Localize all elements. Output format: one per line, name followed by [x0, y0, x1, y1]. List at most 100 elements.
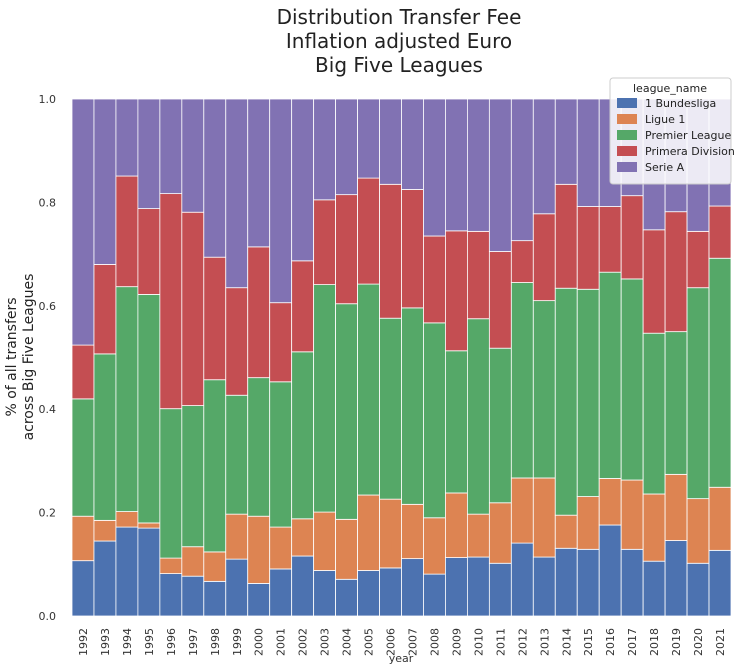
bar-serie-a-1999: [225, 98, 249, 289]
bar-primera-division-2021: [708, 205, 732, 259]
x-tick-label: 2005: [363, 628, 376, 656]
bar-premier-league-2010: [466, 318, 490, 515]
bar-premier-league-2019: [664, 331, 688, 475]
bar-1-bundesliga-2011: [488, 562, 512, 617]
x-tick-label: 1999: [231, 628, 244, 656]
bar-primera-division-2006: [379, 183, 402, 319]
bar-premier-league-2014: [554, 287, 578, 516]
bar-serie-a-2014: [554, 98, 578, 185]
bar-premier-league-2001: [269, 381, 293, 528]
y-axis-label-line-2: across Big Five Leagues: [21, 274, 37, 441]
bar-premier-league-2005: [357, 283, 380, 496]
bar-ligue-1-2013: [532, 477, 556, 558]
bar-primera-division-2009: [445, 230, 468, 352]
bar-1-bundesliga-2002: [291, 555, 315, 617]
bar-1-bundesliga-2019: [664, 540, 688, 617]
chart-title-line-2: Inflation adjusted Euro: [286, 29, 512, 53]
bar-1-bundesliga-2015: [576, 548, 600, 617]
bar-primera-division-2008: [423, 235, 446, 324]
bar-ligue-1-2004: [335, 518, 358, 580]
bar-serie-a-2001: [269, 98, 293, 304]
y-tick-label: 0.4: [39, 403, 57, 416]
bar-premier-league-2013: [532, 300, 556, 479]
legend-label-primera-division: Primera Division: [645, 145, 735, 158]
bar-premier-league-2018: [642, 332, 666, 495]
bar-ligue-1-2020: [686, 498, 710, 564]
bar-primera-division-2011: [488, 251, 512, 349]
x-tick-label: 2003: [319, 628, 332, 656]
bar-premier-league-1994: [115, 286, 139, 512]
bar-ligue-1-1999: [225, 513, 249, 560]
x-tick-label: 2018: [648, 628, 661, 656]
bar-ligue-1-1996: [159, 557, 183, 575]
bar-premier-league-2016: [598, 271, 622, 479]
bar-1-bundesliga-1993: [93, 540, 117, 617]
bar-premier-league-2009: [445, 350, 468, 494]
bar-serie-a-2003: [313, 98, 336, 201]
x-tick-label: 2006: [385, 628, 398, 656]
bar-1-bundesliga-1994: [115, 526, 139, 617]
bar-1-bundesliga-2005: [357, 570, 380, 617]
x-tick-label: 1995: [143, 628, 156, 656]
x-tick-label: 2015: [582, 628, 595, 656]
bar-ligue-1-2007: [401, 503, 424, 560]
legend-swatch-ligue-1: [617, 114, 637, 124]
y-tick-label: 0.0: [39, 610, 57, 623]
bar-premier-league-1993: [93, 353, 117, 521]
x-axis: 1992 1993 1994 1995 1996 1997 1998 1999 2000 2001…: [77, 628, 727, 656]
bar-premier-league-2021: [708, 257, 732, 488]
bar-primera-division-2015: [576, 206, 600, 290]
y-tick-label: 1.0: [39, 93, 57, 106]
chart-title-line-3: Big Five Leagues: [315, 53, 483, 77]
x-tick-label: 2000: [253, 628, 266, 656]
bar-1-bundesliga-2012: [510, 542, 534, 617]
bar-1-bundesliga-2009: [445, 557, 468, 617]
bar-serie-a-1995: [137, 98, 161, 210]
bar-primera-division-2003: [313, 199, 336, 286]
legend-label-premier-league: Premier League: [645, 129, 731, 142]
bar-ligue-1-2009: [445, 492, 468, 558]
bar-ligue-1-2002: [291, 518, 315, 557]
bar-premier-league-2020: [686, 287, 710, 500]
bar-serie-a-2004: [335, 98, 358, 196]
bar-primera-division-1997: [181, 211, 205, 406]
bar-1-bundesliga-2016: [598, 524, 622, 617]
bar-premier-league-2017: [620, 278, 644, 481]
bar-ligue-1-2008: [423, 517, 446, 575]
bar-1-bundesliga-2018: [642, 560, 666, 617]
bar-ligue-1-2018: [642, 493, 666, 562]
bar-1-bundesliga-1996: [159, 573, 183, 617]
x-axis-label: year: [389, 652, 414, 665]
y-axis-label-line-1: % of all transfers: [4, 297, 20, 416]
bar-serie-a-2010: [466, 98, 490, 232]
bar-ligue-1-1995: [137, 522, 161, 529]
x-tick-label: 1996: [165, 628, 178, 656]
bar-1-bundesliga-1995: [137, 527, 161, 617]
bar-1-bundesliga-2007: [401, 558, 424, 617]
bar-primera-division-2010: [466, 230, 490, 320]
bar-1-bundesliga-2001: [269, 568, 293, 617]
bar-primera-division-2018: [642, 229, 666, 334]
bar-primera-division-2002: [291, 260, 315, 353]
bar-1-bundesliga-2017: [620, 548, 644, 617]
x-tick-label: 2017: [626, 628, 639, 656]
bar-1-bundesliga-1997: [181, 575, 205, 617]
bar-ligue-1-2006: [379, 498, 402, 569]
bar-serie-a-2011: [488, 98, 512, 252]
bar-primera-division-2001: [269, 302, 293, 383]
x-tick-label: 1998: [209, 628, 222, 656]
bar-ligue-1-2000: [247, 515, 271, 584]
bar-premier-league-2002: [291, 351, 315, 520]
bar-premier-league-2006: [379, 317, 402, 500]
legend-swatch-serie-a: [617, 162, 637, 172]
bar-ligue-1-2010: [466, 513, 490, 558]
bar-primera-division-2017: [620, 195, 644, 280]
bar-serie-a-2002: [291, 98, 315, 262]
x-tick-label: 2021: [714, 628, 727, 656]
bar-1-bundesliga-2006: [379, 567, 402, 617]
x-tick-label: 2008: [428, 628, 441, 656]
bar-primera-division-2013: [532, 213, 556, 302]
bar-serie-a-2005: [357, 98, 380, 179]
bar-1-bundesliga-2003: [313, 570, 336, 617]
legend-swatch-primera-division: [617, 146, 637, 156]
